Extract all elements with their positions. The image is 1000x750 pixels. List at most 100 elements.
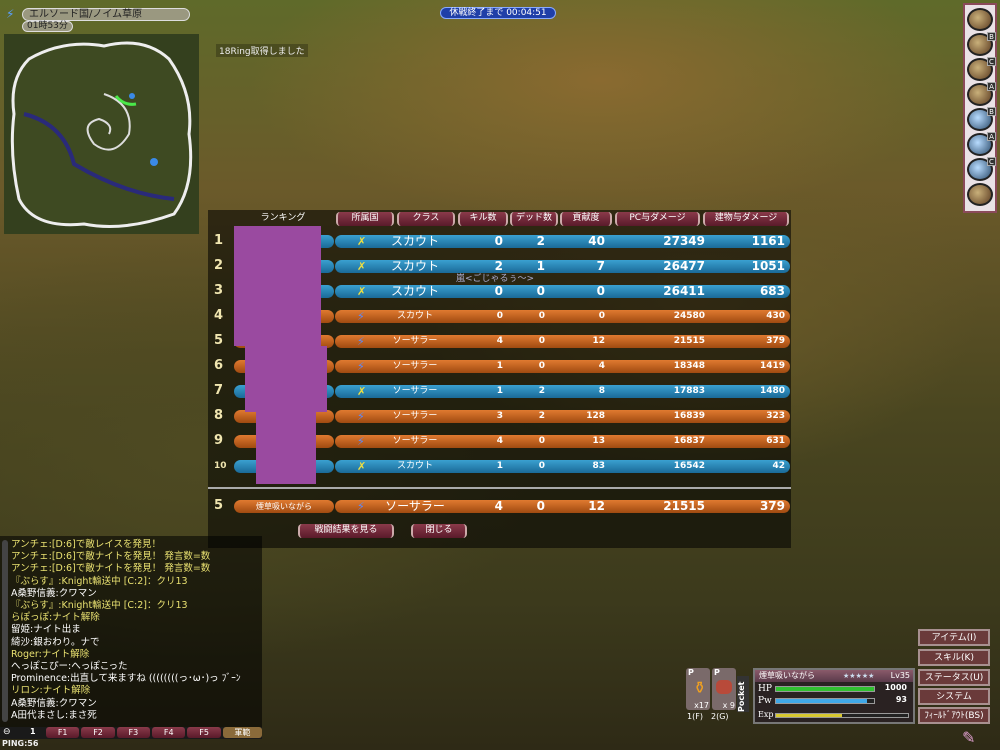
- pw-bar: [775, 698, 875, 704]
- header-faction[interactable]: 所属国: [336, 212, 394, 226]
- tab-f1[interactable]: F1: [46, 727, 80, 738]
- menu-item-button[interactable]: アイテム(I): [918, 629, 990, 646]
- tab-f2[interactable]: F2: [81, 727, 115, 738]
- minimize-icon[interactable]: ⊖: [3, 727, 11, 737]
- lightning-icon: ⚡: [357, 335, 365, 348]
- ice-skill-icon[interactable]: A: [967, 132, 996, 156]
- player-name-pill: 煙草吸いながら: [234, 500, 334, 513]
- faction-pill: ⚡ ソーサラー 4 0 13 16837 631: [335, 435, 790, 448]
- header-ranking: ランキング: [260, 213, 306, 223]
- wand-icon[interactable]: ✎: [962, 728, 976, 747]
- cell-class: スカウト: [390, 284, 439, 298]
- potion-icon: ⚱: [693, 678, 707, 697]
- rank-number: 9: [214, 433, 224, 448]
- chat-log[interactable]: アンチェ:[D:6]で敵レイスを発見！ アンチェ:[D:6]で敵ナイトを発見！ 発…: [0, 536, 262, 728]
- nature-skill-icon[interactable]: B: [967, 32, 996, 56]
- chat-message: Roger:ナイト解除: [11, 648, 90, 660]
- skill-shortcut-bar: B C A B A C: [963, 3, 997, 213]
- crossed-swords-icon: ✗: [357, 460, 367, 473]
- chat-message: A桑野信義:クワマン: [11, 587, 97, 599]
- menu-system-button[interactable]: システム: [918, 688, 990, 705]
- table-row[interactable]: 2 ✗ スカウト 2 1 7 26477 1051: [208, 258, 791, 274]
- rank-number: 5: [214, 498, 224, 513]
- character-status: 煙草吸いながら ★★★★★ Lv35 HP 1000 Pw 93 Exp: [753, 668, 915, 724]
- cell-building-damage: 379: [766, 336, 785, 346]
- chat-scrollbar[interactable]: [2, 540, 8, 722]
- cell-building-damage: 631: [766, 436, 785, 446]
- redaction-block: [256, 412, 316, 484]
- pw-value: 93: [895, 695, 907, 704]
- hp-value: 1000: [884, 683, 907, 692]
- chat-message: アンチェ:[D:6]で敵ナイトを発見！ 発言数=数: [11, 551, 211, 563]
- self-ranking-row[interactable]: 5 煙草吸いながら ⚡ ソーサラー 4 0 12 21515 379: [208, 498, 791, 514]
- cell-class: ソーサラー: [385, 499, 445, 513]
- cell-deaths: 0: [538, 311, 545, 321]
- menu-status-button[interactable]: ステータス(U): [918, 669, 990, 686]
- cell-class: ソーサラー: [392, 436, 438, 446]
- lightning-icon: ⚡: [357, 410, 365, 423]
- level: Lv35: [890, 671, 910, 680]
- cell-deaths: 0: [536, 284, 545, 298]
- view-battle-results-button[interactable]: 戦闘結果を見る: [298, 524, 394, 538]
- cell-building-damage: 430: [766, 311, 785, 321]
- cell-deaths: 2: [538, 386, 545, 396]
- chat-message: アンチェ:[D:6]で敵ナイトを発見！ 発言数=数: [11, 563, 211, 575]
- pocket-label: Pocket: [737, 676, 749, 712]
- redaction-block: [234, 226, 321, 346]
- cell-building-damage: 1051: [751, 259, 785, 273]
- staff-skill-icon[interactable]: [967, 183, 993, 206]
- minimap[interactable]: [4, 34, 199, 234]
- chat-message: A田代まさし:まさ死: [11, 709, 97, 721]
- cell-contribution: 83: [592, 461, 605, 471]
- cell-deaths: 0: [536, 499, 545, 513]
- crossed-swords-icon: ✗: [357, 260, 367, 273]
- cell-kills: 0: [494, 284, 503, 298]
- cell-pc-damage: 26477: [663, 259, 705, 273]
- tab-f4[interactable]: F4: [152, 727, 186, 738]
- crossed-swords-icon: ✗: [357, 285, 367, 298]
- crossed-swords-icon: ✗: [357, 385, 367, 398]
- player-nameplate[interactable]: 嵐<ごじゃるぅ〜>: [456, 274, 535, 284]
- tab-f5[interactable]: F5: [187, 727, 221, 738]
- tab-f3[interactable]: F3: [116, 727, 151, 738]
- redaction-block: [245, 346, 327, 412]
- nature-skill-icon[interactable]: [967, 8, 993, 31]
- pocket-key-2: 2(G): [711, 712, 729, 721]
- chat-mode-button[interactable]: 軍範: [222, 727, 263, 738]
- zone-name: エルソード国/ノイム草原: [22, 8, 190, 21]
- character-name: 煙草吸いながら: [759, 671, 815, 680]
- cell-deaths: 1: [536, 259, 545, 273]
- header-class[interactable]: クラス: [397, 212, 455, 226]
- cell-pc-damage: 21515: [663, 499, 705, 513]
- header-building-damage[interactable]: 建物与ダメージ: [703, 212, 789, 226]
- rank-number: 2: [214, 258, 224, 273]
- nature-skill-icon[interactable]: C: [967, 57, 996, 81]
- cell-contribution: 8: [598, 386, 605, 396]
- faction-pill: ✗ スカウト 0 2 40 27349 1161: [335, 235, 790, 248]
- faction-pill: ⚡ ソーサラー 4 0 12 21515 379: [335, 500, 790, 513]
- cell-deaths: 0: [538, 436, 545, 446]
- channel-number[interactable]: 1: [30, 727, 36, 736]
- cell-building-damage: 1480: [759, 386, 785, 396]
- header-contribution[interactable]: 貢献度: [560, 212, 612, 226]
- pocket-slot-1[interactable]: P ⚱ x17: [686, 668, 710, 710]
- cell-kills: 0: [496, 311, 503, 321]
- menu-field-out-button[interactable]: ﾌｨｰﾙﾄﾞｱｳﾄ(BS): [918, 707, 990, 724]
- rank-number: 4: [214, 308, 224, 323]
- nature-skill-icon[interactable]: A: [967, 82, 996, 106]
- cell-kills: 4: [496, 336, 503, 346]
- header-kills[interactable]: キル数: [458, 212, 508, 226]
- chat-message: 『ぷらす』:Knight輸送中 [C:2]：クリ13: [11, 575, 188, 587]
- cell-contribution: 4: [598, 361, 605, 371]
- ice-skill-icon[interactable]: B: [967, 107, 996, 131]
- header-deaths[interactable]: デッド数: [510, 212, 558, 226]
- header-pc-damage[interactable]: PC与ダメージ: [615, 212, 700, 226]
- pocket-slot-2[interactable]: P x 9: [712, 668, 736, 710]
- faction-pill: ⚡ スカウト 0 0 0 24580 430: [335, 310, 790, 323]
- menu-skill-button[interactable]: スキル(K): [918, 649, 990, 666]
- ice-skill-icon[interactable]: C: [967, 157, 996, 181]
- faction-pill: ⚡ ソーサラー 3 2 128 16839 323: [335, 410, 790, 423]
- faction-pill: ✗ スカウト 0 0 0 26411 683: [335, 285, 790, 298]
- cell-kills: 4: [496, 436, 503, 446]
- close-button[interactable]: 閉じる: [411, 524, 467, 538]
